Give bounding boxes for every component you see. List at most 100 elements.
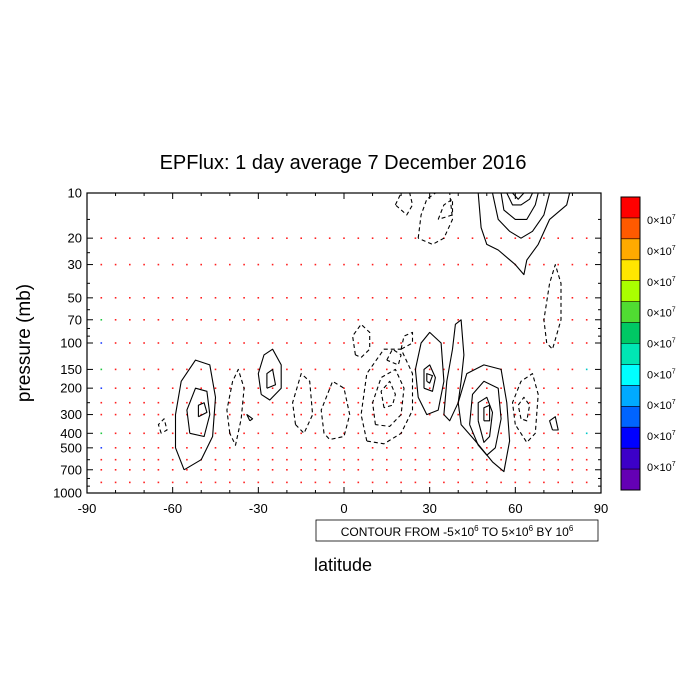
contour-info-prefix: CONTOUR FROM -5	[341, 525, 454, 539]
flux-arrow	[200, 237, 202, 239]
flux-arrow	[514, 319, 517, 321]
flux-arrow	[129, 432, 131, 435]
flux-arrow	[514, 368, 517, 371]
flux-arrow	[214, 432, 217, 435]
flux-arrow	[486, 401, 488, 404]
flux-arrow	[100, 237, 103, 239]
flux-arrow	[528, 237, 531, 239]
flux-arrow	[386, 447, 388, 449]
flux-arrow	[443, 342, 445, 344]
flux-arrow	[443, 263, 445, 266]
flux-arrow	[243, 447, 245, 449]
flux-arrow	[129, 447, 131, 449]
flux-arrow	[414, 481, 417, 484]
flux-arrow	[514, 469, 517, 471]
flux-arrow	[386, 237, 388, 239]
flux-arrow	[143, 401, 145, 404]
flux-arrow	[186, 237, 188, 239]
flux-arrow	[157, 263, 160, 266]
flux-arrow	[528, 481, 531, 484]
flux-arrow	[243, 368, 245, 371]
flux-arrow	[471, 387, 474, 389]
flux-arrow	[528, 413, 531, 416]
flux-arrow	[114, 458, 117, 461]
flux-arrow	[486, 297, 488, 299]
flux-arrow	[471, 342, 474, 344]
flux-arrow	[500, 458, 502, 461]
flux-arrow	[585, 297, 588, 299]
flux-arrow	[428, 481, 431, 484]
contour-positive	[197, 402, 208, 418]
flux-arrow	[557, 447, 559, 449]
flux-arrow	[486, 447, 488, 449]
flux-arrow	[528, 387, 531, 389]
flux-arrow	[428, 401, 431, 404]
flux-arrow	[200, 469, 202, 471]
flux-arrow	[328, 401, 331, 404]
flux-arrow	[371, 368, 374, 371]
flux-arrow	[400, 469, 402, 471]
flux-arrow	[314, 297, 317, 299]
colorbar-swatch	[621, 197, 640, 219]
colorbar-swatch	[621, 406, 640, 428]
flux-arrow	[543, 413, 545, 416]
flux-arrow	[500, 319, 502, 321]
flux-arrow	[386, 263, 388, 266]
flux-arrow	[514, 237, 517, 239]
flux-arrow	[271, 447, 274, 449]
colorbar-swatch	[621, 385, 640, 407]
flux-arrow	[571, 432, 574, 435]
flux-arrow	[543, 263, 545, 266]
flux-arrow	[343, 297, 345, 299]
flux-arrow	[271, 297, 274, 299]
contour-negative	[292, 373, 314, 434]
flux-arrow	[585, 432, 588, 435]
flux-arrow	[114, 447, 117, 449]
flux-arrow	[443, 319, 445, 321]
flux-arrow	[229, 368, 231, 371]
flux-arrows-layer	[100, 237, 588, 484]
flux-arrow	[357, 319, 360, 321]
flux-arrow	[214, 368, 217, 371]
flux-arrow	[514, 297, 517, 299]
flux-arrow	[585, 481, 588, 484]
flux-arrow	[186, 342, 188, 344]
flux-arrow	[428, 447, 431, 449]
flux-arrow	[243, 237, 245, 239]
flux-arrow	[257, 481, 260, 484]
flux-arrow	[457, 413, 459, 416]
flux-arrow	[328, 432, 331, 435]
colorbar-swatch	[621, 427, 640, 449]
contour-positive	[500, 193, 539, 220]
flux-arrow	[114, 432, 117, 435]
contour-info-times2: ×10	[508, 525, 529, 539]
y-axis-label: pressure (mb)	[14, 284, 35, 402]
flux-arrow	[457, 297, 459, 299]
flux-arrow	[357, 401, 360, 404]
flux-arrow	[557, 297, 559, 299]
flux-arrow	[443, 368, 445, 371]
flux-arrow	[100, 469, 103, 471]
contour-positive	[423, 364, 436, 392]
flux-arrow	[114, 401, 117, 404]
contour-negative	[400, 331, 414, 350]
flux-arrow	[528, 447, 531, 449]
contour-positive	[266, 368, 277, 389]
flux-arrow	[257, 319, 260, 321]
flux-arrow	[286, 458, 288, 461]
flux-arrow	[143, 413, 145, 416]
flux-arrow	[500, 263, 502, 266]
contour-positive	[469, 380, 502, 456]
flux-arrow	[471, 297, 474, 299]
flux-arrow	[243, 413, 245, 416]
flux-arrow	[371, 469, 374, 471]
flux-arrow	[528, 263, 531, 266]
flux-arrow	[314, 447, 317, 449]
flux-arrow	[214, 263, 217, 266]
contour-positive	[483, 404, 491, 422]
colorbar-label: 0×107	[647, 461, 676, 474]
flux-arrow	[114, 413, 117, 416]
flux-arrow	[371, 342, 374, 344]
flux-arrow	[428, 297, 431, 299]
